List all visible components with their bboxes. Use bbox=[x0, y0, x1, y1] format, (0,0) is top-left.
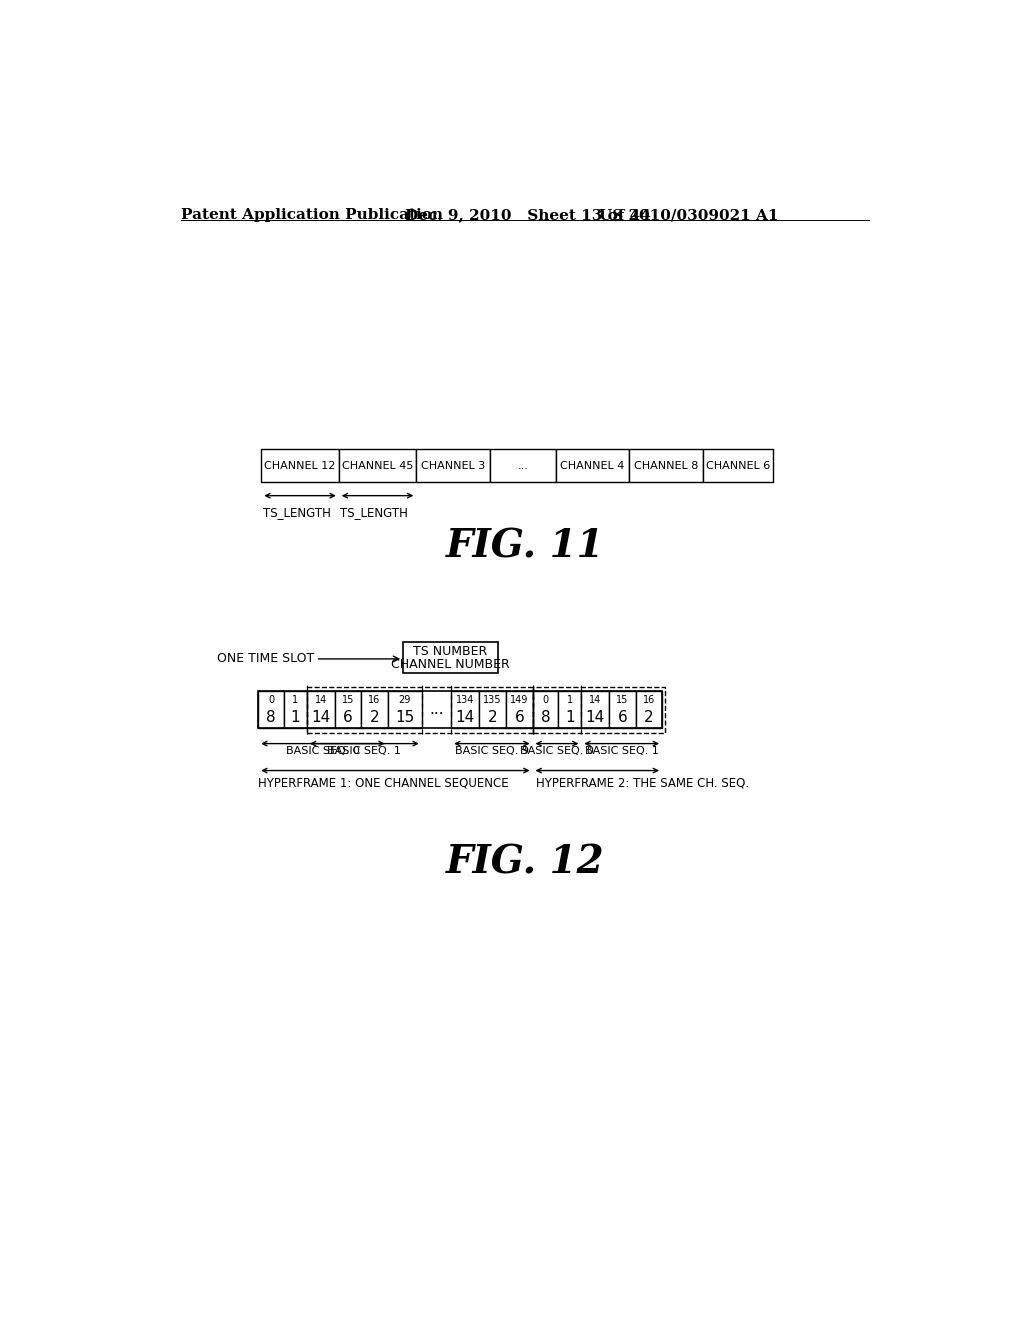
Text: CHANNEL 4: CHANNEL 4 bbox=[560, 461, 625, 471]
Text: 1: 1 bbox=[291, 710, 300, 726]
Text: 1: 1 bbox=[292, 696, 298, 705]
Bar bbox=[489, 450, 556, 482]
Text: ONE TIME SLOT: ONE TIME SLOT bbox=[217, 652, 314, 665]
Bar bbox=[258, 692, 284, 729]
Text: TS_LENGTH: TS_LENGTH bbox=[263, 507, 331, 520]
Text: 134: 134 bbox=[456, 696, 474, 705]
Text: BASIC SEQ. 1: BASIC SEQ. 1 bbox=[585, 746, 658, 756]
Text: 6: 6 bbox=[343, 710, 353, 726]
Text: US 2010/0309021 A1: US 2010/0309021 A1 bbox=[599, 209, 778, 223]
Bar bbox=[532, 686, 665, 733]
Text: CHANNEL 12: CHANNEL 12 bbox=[264, 461, 336, 471]
Text: 14: 14 bbox=[586, 710, 605, 726]
Bar bbox=[532, 692, 558, 729]
Bar bbox=[307, 686, 532, 733]
Bar bbox=[284, 692, 307, 729]
Text: 135: 135 bbox=[483, 696, 502, 705]
Text: TS_LENGTH: TS_LENGTH bbox=[340, 507, 409, 520]
Bar bbox=[361, 692, 388, 729]
Bar bbox=[636, 692, 662, 729]
Text: 15: 15 bbox=[395, 710, 415, 726]
Text: 29: 29 bbox=[398, 696, 411, 705]
Text: 2: 2 bbox=[644, 710, 653, 726]
Text: CHANNEL 6: CHANNEL 6 bbox=[706, 461, 770, 471]
Text: 14: 14 bbox=[456, 710, 475, 726]
Text: FIG. 12: FIG. 12 bbox=[445, 843, 604, 882]
Text: Dec. 9, 2010   Sheet 13 of 44: Dec. 9, 2010 Sheet 13 of 44 bbox=[406, 209, 651, 223]
Bar bbox=[558, 692, 582, 729]
Text: TS NUMBER: TS NUMBER bbox=[414, 645, 487, 659]
Text: 15: 15 bbox=[616, 696, 629, 705]
Bar bbox=[609, 692, 636, 729]
Text: 14: 14 bbox=[311, 710, 331, 726]
Text: CHANNEL NUMBER: CHANNEL NUMBER bbox=[391, 657, 510, 671]
Text: HYPERFRAME 1: ONE CHANNEL SEQUENCE: HYPERFRAME 1: ONE CHANNEL SEQUENCE bbox=[258, 776, 509, 789]
Bar bbox=[556, 450, 630, 482]
Bar bbox=[630, 450, 703, 482]
Bar bbox=[403, 642, 498, 673]
Text: 8: 8 bbox=[266, 710, 275, 726]
Text: BASIC SEQ. 0: BASIC SEQ. 0 bbox=[520, 746, 594, 756]
Text: 1: 1 bbox=[565, 710, 574, 726]
Text: ...: ... bbox=[517, 461, 528, 471]
Text: 149: 149 bbox=[510, 696, 528, 705]
Bar bbox=[258, 692, 662, 729]
Text: 14: 14 bbox=[314, 696, 327, 705]
Text: 2: 2 bbox=[487, 710, 498, 726]
Text: CHANNEL 45: CHANNEL 45 bbox=[342, 461, 414, 471]
Bar bbox=[582, 692, 609, 729]
Bar bbox=[388, 692, 422, 729]
Bar bbox=[417, 450, 489, 482]
Bar bbox=[335, 692, 361, 729]
Text: 16: 16 bbox=[369, 696, 381, 705]
Text: 0: 0 bbox=[543, 696, 549, 705]
Text: HYPERFRAME 2: THE SAME CH. SEQ.: HYPERFRAME 2: THE SAME CH. SEQ. bbox=[537, 776, 750, 789]
Bar bbox=[261, 450, 339, 482]
Text: 1: 1 bbox=[566, 696, 572, 705]
Text: Patent Application Publication: Patent Application Publication bbox=[180, 209, 442, 223]
Text: FIG. 11: FIG. 11 bbox=[445, 528, 604, 566]
Text: 6: 6 bbox=[514, 710, 524, 726]
Bar bbox=[479, 692, 506, 729]
Text: BASIC SEQ. 9: BASIC SEQ. 9 bbox=[455, 746, 528, 756]
Text: CHANNEL 3: CHANNEL 3 bbox=[421, 461, 485, 471]
Bar bbox=[307, 692, 335, 729]
Bar bbox=[452, 692, 479, 729]
Bar bbox=[703, 450, 773, 482]
Text: 15: 15 bbox=[342, 696, 354, 705]
Text: 2: 2 bbox=[370, 710, 379, 726]
Text: 14: 14 bbox=[589, 696, 601, 705]
Text: ...: ... bbox=[429, 702, 443, 717]
Bar bbox=[506, 692, 532, 729]
Text: BASIC SEQ. 1: BASIC SEQ. 1 bbox=[328, 746, 401, 756]
Text: 8: 8 bbox=[541, 710, 550, 726]
Text: 6: 6 bbox=[617, 710, 628, 726]
Bar bbox=[339, 450, 417, 482]
Text: 0: 0 bbox=[268, 696, 274, 705]
Text: 16: 16 bbox=[643, 696, 655, 705]
Text: BASIC SEQ. 0: BASIC SEQ. 0 bbox=[286, 746, 359, 756]
Text: CHANNEL 8: CHANNEL 8 bbox=[634, 461, 698, 471]
